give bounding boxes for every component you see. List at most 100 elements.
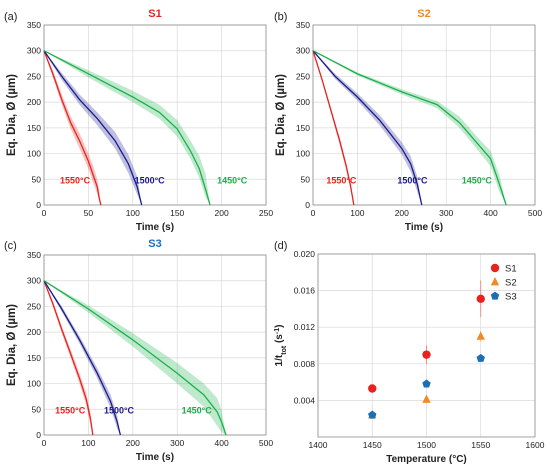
y-tick-label: 150 (27, 123, 41, 133)
chart-title: S2 (417, 8, 430, 20)
temperature-annotation: 1500°C (397, 175, 428, 185)
plot-frame (312, 24, 536, 206)
y-axis-label-part: (s (274, 334, 285, 346)
x-tick-label: 1450 (363, 440, 382, 450)
panel-d: 0.004 0.008 0.012 0.016 0.020 1400 1450 1500 155… (274, 240, 545, 465)
y-axis-label: Eq. Dia, Ø (µm) (275, 74, 287, 156)
y-tick-label: 250 (296, 71, 310, 81)
series-line (312, 50, 355, 206)
x-tick-label: 100 (81, 438, 95, 448)
y-tick-label: 350 (27, 20, 41, 30)
data-point (422, 350, 431, 359)
x-tick-label: 1500 (417, 440, 436, 450)
y-axis-label-part: ) (274, 325, 285, 328)
x-tick-label: 1600 (526, 440, 545, 450)
x-tick-label: 150 (170, 208, 184, 218)
legend-marker (490, 263, 500, 273)
panel-label: (a) (4, 11, 17, 23)
y-tick-label: 350 (27, 250, 41, 260)
legend-label: S2 (505, 278, 517, 289)
y-tick-label: 0 (36, 430, 41, 440)
x-tick-label: 200 (126, 438, 140, 448)
temperature-annotation: 1500°C (104, 405, 135, 415)
plot-frame (43, 254, 267, 436)
panel-label: (d) (274, 240, 287, 252)
series-line (312, 50, 507, 206)
y-tick-label: 150 (296, 123, 310, 133)
x-tick-label: 300 (170, 438, 184, 448)
series-line (43, 50, 143, 206)
series-line (43, 50, 211, 206)
y-axis-label: Eq. Dia, Ø (µm) (6, 74, 18, 156)
legend-marker (490, 291, 500, 300)
y-axis-label-part: tot (281, 345, 288, 355)
x-tick-label: 1550 (471, 440, 490, 450)
x-tick-label: 100 (350, 208, 364, 218)
series-band (44, 50, 142, 205)
temperature-annotation: 1450°C (462, 175, 493, 185)
temperature-annotation: 1450°C (182, 405, 213, 415)
chart-title: S3 (148, 238, 161, 250)
panel-label: (b) (274, 11, 287, 23)
plot-frame (43, 24, 267, 206)
x-tick-label: 0 (311, 208, 316, 218)
x-tick-label: 250 (259, 208, 273, 218)
series-line (43, 280, 121, 436)
x-axis-label: Temperature (°C) (386, 454, 467, 465)
x-tick-label: 500 (259, 438, 273, 448)
y-tick-label: 0.004 (294, 395, 316, 405)
x-tick-label: 400 (484, 208, 498, 218)
y-tick-label: 0 (36, 200, 41, 210)
x-tick-label: 400 (215, 438, 229, 448)
y-tick-label: 200 (296, 97, 310, 107)
y-tick-label: 50 (301, 174, 311, 184)
y-tick-label: 0.016 (294, 286, 316, 296)
legend-label: S3 (505, 292, 517, 303)
y-tick-label: 300 (296, 46, 310, 56)
y-axis-label: 1/ttot (s-1) (274, 325, 288, 367)
legend-label: S1 (505, 264, 517, 275)
x-tick-label: 500 (528, 208, 542, 218)
panel-b: 0 50 100 150 200 250 300 350 0 100 200 300 400 500 (b)… (274, 8, 542, 233)
series-band (313, 50, 507, 205)
x-tick-label: 50 (84, 208, 94, 218)
y-axis-label-part: -1 (274, 328, 281, 334)
series-line (43, 50, 102, 206)
y-tick-label: 200 (27, 327, 41, 337)
y-tick-label: 0.012 (294, 322, 316, 332)
data-point (368, 410, 377, 419)
y-tick-label: 250 (27, 71, 41, 81)
panel-label: (c) (4, 240, 17, 252)
x-tick-label: 300 (439, 208, 453, 218)
data-point (476, 294, 485, 304)
data-point (368, 384, 377, 393)
x-axis-label: Time (s) (136, 452, 174, 463)
plot-frame (317, 253, 536, 438)
data-point (422, 379, 431, 388)
y-tick-label: 100 (296, 149, 310, 159)
y-tick-label: 300 (27, 276, 41, 286)
y-tick-label: 50 (32, 404, 42, 414)
panel-c: 0 50 100 150 200 250 300 350 0 100 200 300 400 500 (c)… (4, 238, 273, 463)
temperature-annotation: 1450°C (217, 175, 248, 185)
temperature-annotation: 1550°C (55, 405, 86, 415)
y-tick-label: 0 (305, 200, 310, 210)
x-tick-label: 200 (395, 208, 409, 218)
y-tick-label: 200 (27, 97, 41, 107)
series-line (312, 50, 423, 206)
x-tick-label: 0 (42, 208, 47, 218)
x-tick-label: 200 (215, 208, 229, 218)
series-line (43, 280, 94, 436)
y-tick-label: 100 (27, 149, 41, 159)
legend-marker (490, 277, 500, 286)
y-tick-label: 0.008 (294, 359, 316, 369)
x-axis-label: Time (s) (405, 222, 443, 233)
y-tick-label: 150 (27, 353, 41, 363)
y-tick-label: 0.020 (294, 249, 316, 259)
y-tick-label: 350 (296, 20, 310, 30)
temperature-annotation: 1550°C (60, 175, 91, 185)
data-point (476, 353, 485, 362)
y-tick-label: 50 (32, 174, 42, 184)
temperature-annotation: 1550°C (326, 175, 357, 185)
